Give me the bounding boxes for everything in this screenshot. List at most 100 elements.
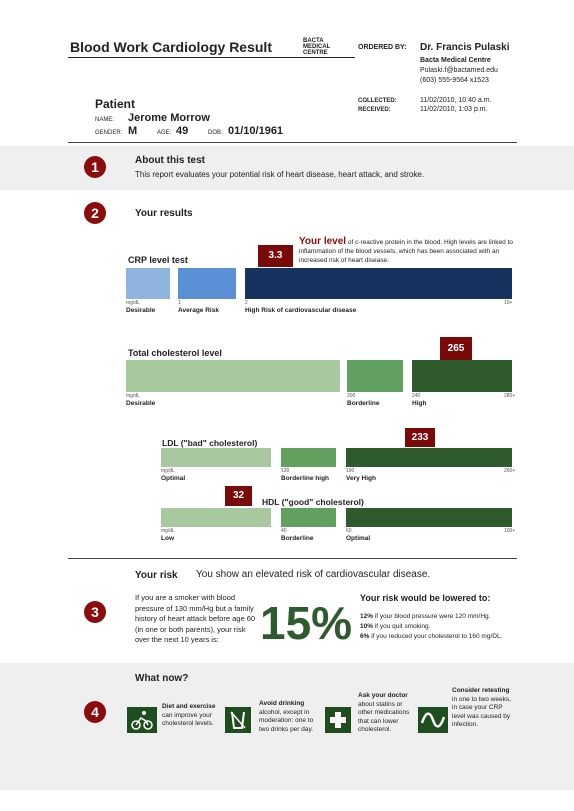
section-text: This report evaluates your potential ris… <box>135 170 425 179</box>
lowered-item: 10% if you quit smoking. <box>360 622 502 632</box>
marker: 32 <box>225 486 252 506</box>
label: NAME: <box>95 117 115 123</box>
label: GENDER: <box>95 130 123 136</box>
lowered-text: if you reduced your cholesterol to 160 m… <box>371 633 503 640</box>
patient-name: Jerome Morrow <box>128 112 210 124</box>
title: Blood Work Cardiology Result <box>70 39 272 55</box>
band-label: Desirable <box>126 400 156 407</box>
tick-label: mg/dL <box>161 468 175 474</box>
tick-label: 1 <box>178 300 181 306</box>
lowered-value: 12% <box>360 613 374 620</box>
tick-label: 240 <box>412 393 421 399</box>
lowered-item: 12% if your blood pressure were 120 mm/H… <box>360 612 502 622</box>
band <box>161 448 271 467</box>
band <box>126 360 340 392</box>
lowered-heading: Your risk would be lowered to: <box>360 593 491 603</box>
action-title: Diet and exercise <box>162 703 216 710</box>
tick-label: 10+ <box>504 300 513 306</box>
label: ORDERED BY: <box>358 44 407 51</box>
collected: 11/02/2010, 10:40 a.m. <box>420 97 492 104</box>
section-band <box>0 663 574 790</box>
action-title: Consider retesting <box>452 687 510 694</box>
level-heading: Your level <box>299 236 347 247</box>
level-note: Your level of c-reactive protein in the … <box>299 237 514 265</box>
band-label: Optimal <box>346 535 371 542</box>
age: 49 <box>176 125 189 137</box>
band <box>281 508 336 527</box>
band-label: Optimal <box>161 475 186 482</box>
section-title: Your results <box>135 208 193 219</box>
lowered-item: 6% if you reduced your cholesterol to 16… <box>360 632 502 642</box>
band <box>347 360 403 392</box>
section-number: 2 <box>84 202 106 224</box>
test-title: LDL ("bad" cholesterol) <box>162 438 258 448</box>
tick-label: 40 <box>281 528 287 534</box>
band <box>245 268 512 299</box>
action: Avoid drinking alcohol, except in moderat… <box>259 700 321 734</box>
action: Ask your doctor about statins or other me… <box>358 692 416 735</box>
band-label: Average Risk <box>178 307 219 314</box>
band <box>412 360 512 392</box>
section-number: 1 <box>84 156 106 178</box>
email: Pulaski.f@bactamed.edu <box>420 67 498 74</box>
marker: 233 <box>405 428 435 447</box>
lowered-value: 6% <box>360 633 370 640</box>
tick-label: 190 <box>346 468 355 474</box>
rule <box>68 142 517 143</box>
icon-wave <box>418 707 448 733</box>
icon-cross <box>325 707 351 733</box>
action: Diet and exercise can improve your choles… <box>162 703 222 729</box>
band-label: Low <box>161 535 174 542</box>
tick-label: 2 <box>245 300 248 306</box>
icon-bike <box>127 707 157 733</box>
band <box>161 508 271 527</box>
lowered-text: if you quit smoking. <box>374 623 431 630</box>
band <box>178 268 236 299</box>
section-number: 3 <box>84 601 106 623</box>
icon-glass <box>225 707 251 733</box>
action-text: about statins or other medications that … <box>358 700 410 734</box>
band-label: High <box>412 400 427 407</box>
lowered-text: if your blood pressure were 120 mm/Hg. <box>374 613 491 620</box>
label: DOB: <box>208 130 223 136</box>
band-label: Borderline high <box>281 475 330 482</box>
dob: 01/10/1961 <box>228 125 284 137</box>
risk-value: 15% <box>260 597 353 649</box>
band-label: High Risk of cardiovascular disease <box>245 307 357 314</box>
received: 11/02/2010, 1:03 p.m. <box>420 106 488 113</box>
test-title: HDL ("good" cholesterol) <box>262 497 364 507</box>
action-title: Ask your doctor <box>358 692 408 699</box>
section-title: What now? <box>135 673 189 684</box>
risk-text: If you are a smoker with blood pressure … <box>135 593 256 644</box>
section-number: 4 <box>84 701 106 723</box>
marker: 265 <box>440 337 472 360</box>
tick-label: 100+ <box>504 528 516 534</box>
action-text: in one to two weeks, in case your CRP le… <box>452 695 511 729</box>
band <box>281 448 336 467</box>
tick-label: 130 <box>281 468 290 474</box>
rule <box>68 558 517 559</box>
action-text: alcohol, except in moderation: one to tw… <box>259 708 314 733</box>
label: AGE: <box>157 130 172 136</box>
gender: M <box>128 125 138 137</box>
band-label: Borderline <box>347 400 380 407</box>
tick-label: mg/dL <box>161 528 175 534</box>
band-label: Very High <box>346 475 376 482</box>
organization: Bacta Medical Centre <box>420 57 491 64</box>
lowered-list: 12% if your blood pressure were 120 mm/H… <box>360 612 502 642</box>
tick-label: 260+ <box>504 468 516 474</box>
patient-heading: Patient <box>95 97 136 111</box>
label: RECEIVED: <box>358 107 391 113</box>
band <box>346 508 512 527</box>
band-label: Desirable <box>126 307 156 314</box>
tick-label: mg/dL <box>126 300 140 306</box>
action: Consider retesting in one to two weeks, i… <box>452 687 514 730</box>
risk-statement: You show an elevated risk of cardiovascu… <box>196 569 431 580</box>
centre: BACTA MEDICAL CENTRE <box>303 38 331 56</box>
tick-label: 200 <box>347 393 356 399</box>
section-title: About this test <box>135 155 205 166</box>
test-title: Total cholesterol level <box>128 348 222 358</box>
band-label: Borderline <box>281 535 314 542</box>
marker: 3.3 <box>258 245 293 267</box>
